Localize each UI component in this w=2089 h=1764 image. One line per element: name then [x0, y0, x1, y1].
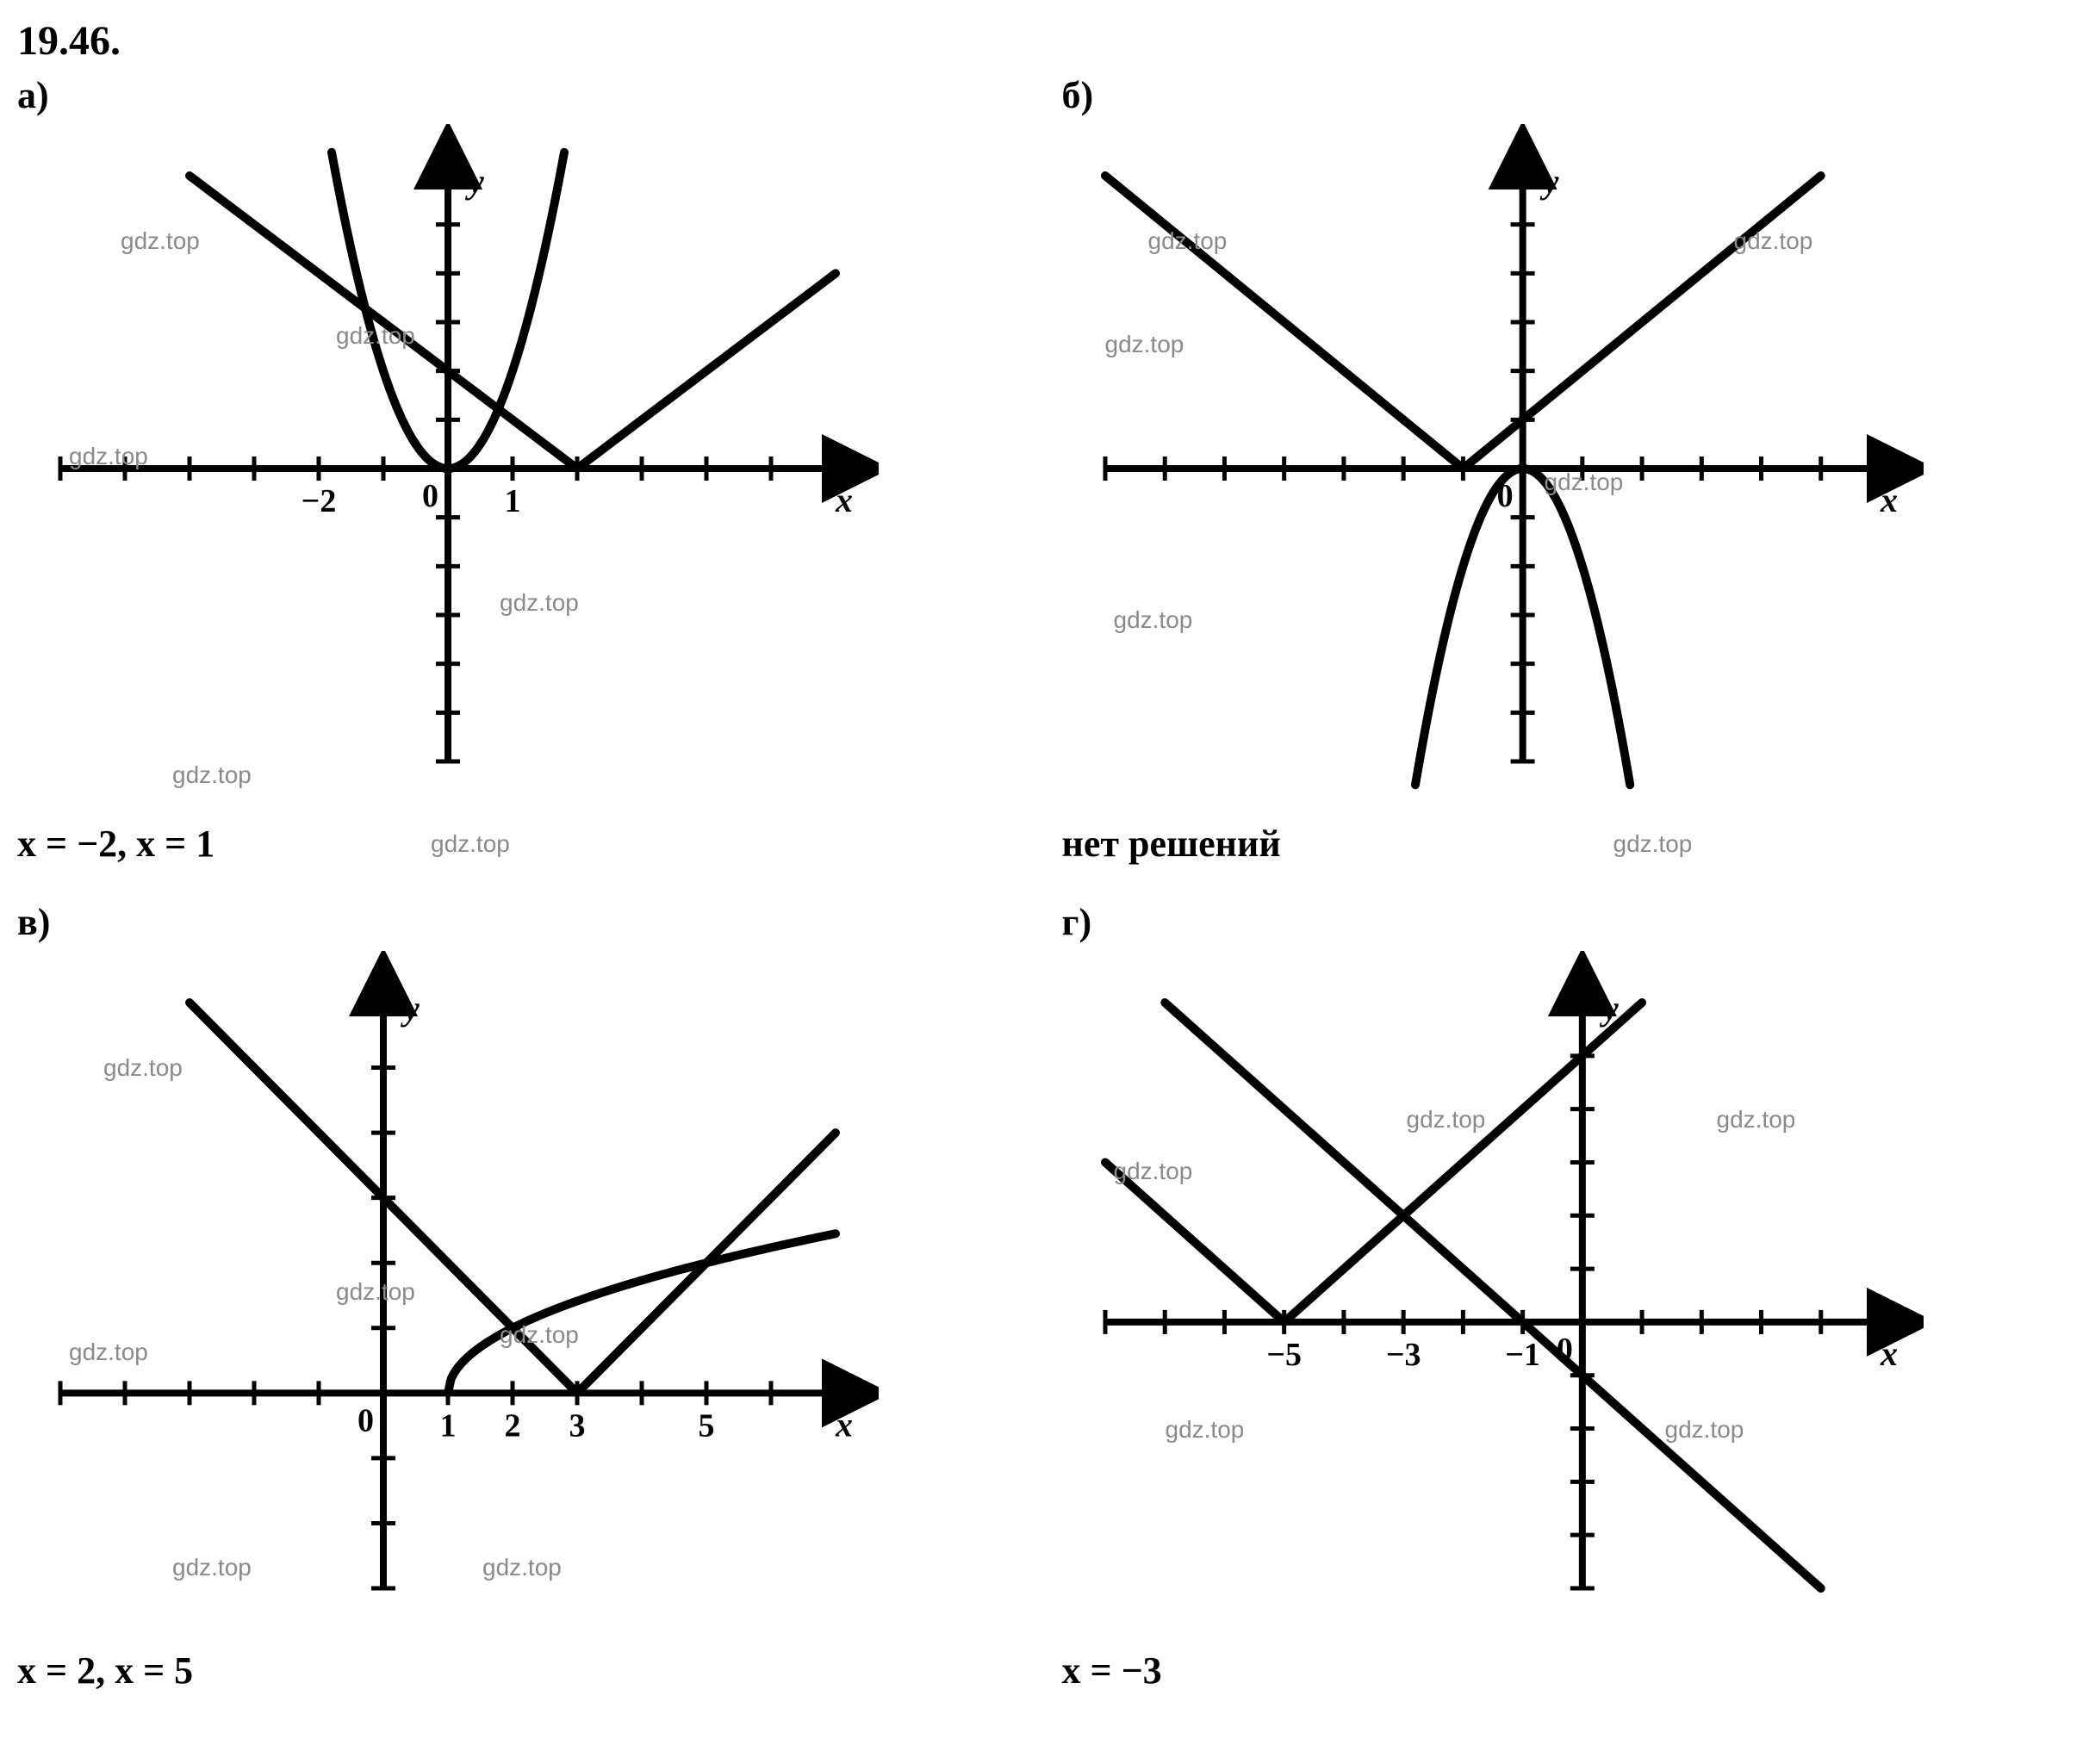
svg-text:5: 5	[699, 1407, 715, 1444]
svg-text:0: 0	[357, 1402, 374, 1438]
svg-text:−3: −3	[1385, 1337, 1421, 1373]
answer-d: x = −3	[1062, 1649, 2073, 1693]
chart-c-wrap: xy01235 gdz.topgdz.topgdz.topgdz.topgdz.…	[17, 951, 879, 1640]
panel-a: а) xy01−2 gdz.topgdz.topgdz.topgdz.topgd…	[17, 73, 1028, 866]
svg-text:−2: −2	[302, 483, 337, 519]
panel-a-label: а)	[17, 73, 1028, 117]
chart-d: xy0−5−3−1	[1062, 951, 1924, 1640]
page-title: 19.46.	[17, 17, 2072, 65]
svg-text:3: 3	[569, 1407, 586, 1444]
answer-c: x = 2, x = 5	[17, 1649, 1028, 1693]
svg-text:0: 0	[422, 478, 438, 514]
svg-text:x: x	[835, 481, 853, 519]
svg-text:−1: −1	[1505, 1337, 1540, 1373]
svg-text:x: x	[1880, 481, 1898, 519]
chart-d-wrap: xy0−5−3−1 gdz.topgdz.topgdz.topgdz.topgd…	[1062, 951, 1924, 1640]
answer-b: нет решений	[1062, 822, 2073, 866]
answer-a: x = −2, x = 1	[17, 822, 1028, 866]
svg-text:−5: −5	[1266, 1337, 1302, 1373]
panel-c: в) xy01235 gdz.topgdz.topgdz.topgdz.topg…	[17, 900, 1028, 1693]
panel-b: б) xy0 gdz.topgdz.topgdz.topgdz.topgdz.t…	[1062, 73, 2073, 866]
panel-c-label: в)	[17, 900, 1028, 944]
chart-a-wrap: xy01−2 gdz.topgdz.topgdz.topgdz.topgdz.t…	[17, 124, 879, 813]
chart-a: x y 0 1 −2	[17, 124, 879, 813]
panel-d-label: г)	[1062, 900, 2073, 944]
svg-text:2: 2	[505, 1407, 521, 1444]
svg-text:1: 1	[505, 483, 521, 519]
svg-text:x: x	[835, 1405, 853, 1444]
svg-text:y: y	[1539, 162, 1558, 201]
svg-text:y: y	[401, 989, 420, 1028]
chart-b-wrap: xy0 gdz.topgdz.topgdz.topgdz.topgdz.topg…	[1062, 124, 1924, 813]
svg-text:x: x	[1880, 1334, 1898, 1373]
charts-grid: а) xy01−2 gdz.topgdz.topgdz.topgdz.topgd…	[17, 73, 2072, 1693]
svg-text:1: 1	[440, 1407, 457, 1444]
chart-c: x y 0 1 2 3 5	[17, 951, 879, 1640]
panel-b-label: б)	[1062, 73, 2073, 117]
panel-d: г) xy0−5−3−1 gdz.topgdz.topgdz.topgdz.to…	[1062, 900, 2073, 1693]
svg-text:y: y	[465, 162, 484, 201]
chart-b: xy0	[1062, 124, 1924, 813]
